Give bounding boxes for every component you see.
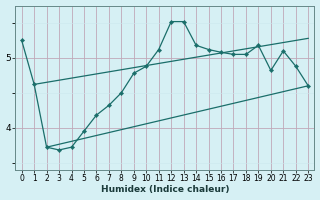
X-axis label: Humidex (Indice chaleur): Humidex (Indice chaleur) <box>101 185 229 194</box>
